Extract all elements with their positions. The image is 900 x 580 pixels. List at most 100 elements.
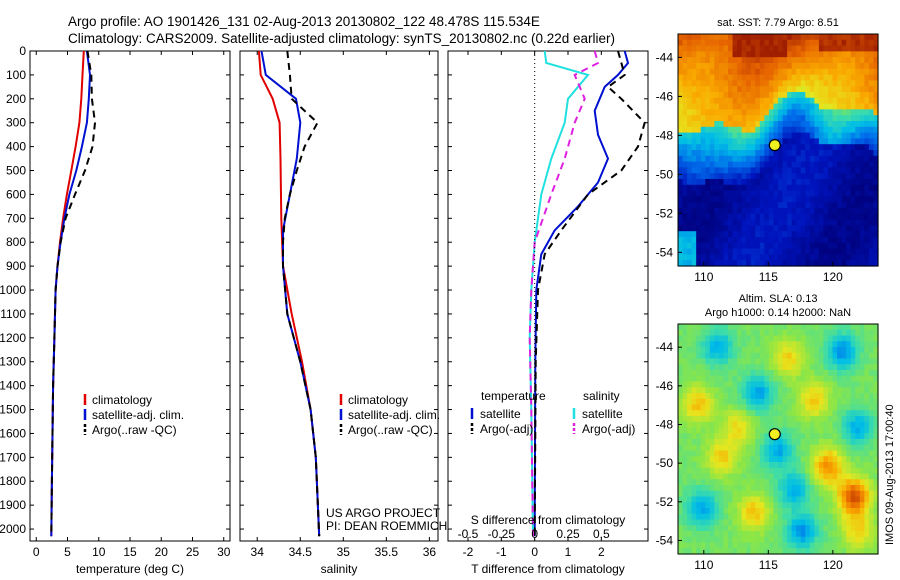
map-cell: [841, 242, 847, 250]
map-cell: [850, 68, 856, 76]
map-cell: [746, 324, 752, 331]
map-cell: [787, 467, 793, 475]
map-cell: [837, 513, 843, 521]
map-cell: [791, 97, 797, 105]
map-cell: [873, 352, 879, 360]
map-cell: [709, 86, 715, 93]
map-cell: [718, 248, 725, 255]
map-cell: [823, 115, 829, 122]
map-cell: [764, 473, 770, 480]
map-cell: [787, 508, 793, 515]
map-cell: [691, 161, 697, 168]
map-cell: [741, 155, 747, 163]
map-cell: [800, 329, 806, 337]
map-cell: [823, 68, 829, 76]
map-cell: [741, 508, 747, 515]
map-cell: [791, 370, 797, 377]
map-cell: [696, 347, 702, 354]
map-cell: [805, 444, 811, 452]
map-cell: [750, 219, 756, 226]
map-cell: [709, 531, 715, 538]
map-cell: [714, 225, 720, 232]
map-cell: [750, 364, 756, 371]
map-cell: [818, 421, 825, 429]
map-cell: [705, 231, 711, 238]
map-cell: [805, 184, 811, 192]
map-cell: [723, 456, 729, 463]
map-cell: [746, 473, 752, 480]
map-cell: [728, 387, 734, 394]
map-cell: [841, 173, 847, 180]
x-tick-label: 35: [337, 545, 351, 559]
map-cell: [841, 410, 847, 417]
map-cell: [728, 39, 734, 47]
map-cell: [737, 115, 743, 122]
map-cell: [805, 329, 811, 337]
map-cell: [728, 167, 734, 174]
map-cell: [700, 525, 706, 532]
map-cell: [768, 45, 775, 52]
map-cell: [787, 208, 793, 215]
map-cell: [764, 519, 770, 526]
map-cell: [696, 138, 702, 145]
map-cell: [805, 324, 811, 331]
map-cell: [814, 398, 820, 406]
map-cell: [787, 370, 793, 377]
map-cell: [818, 237, 825, 244]
map-cell: [759, 34, 765, 41]
map-cell: [723, 190, 729, 197]
map-cell: [846, 490, 852, 498]
map-cell: [837, 260, 843, 267]
map-cell: [682, 80, 688, 87]
map-cell: [864, 179, 870, 186]
map-cell: [782, 34, 788, 41]
map-cell: [746, 161, 752, 168]
map-cell: [755, 231, 761, 238]
map-cell: [859, 161, 865, 168]
map-cell: [687, 427, 693, 434]
map-cell: [809, 329, 815, 337]
map-cell: [846, 115, 852, 122]
map-cell: [700, 115, 706, 122]
map-cell: [750, 370, 756, 377]
map-cell: [773, 68, 779, 76]
series-line: [257, 50, 321, 537]
map-cell: [859, 542, 865, 549]
map-cell: [809, 97, 815, 105]
map-cell: [864, 68, 870, 76]
map-cell: [787, 184, 793, 192]
y-tick-label: -44: [656, 50, 674, 64]
map-cell: [837, 150, 843, 157]
map-cell: [828, 519, 834, 526]
map-cell: [705, 208, 711, 215]
map-cell: [782, 473, 788, 480]
map-cell: [755, 179, 761, 186]
map-cell: [778, 57, 784, 64]
map-cell: [828, 329, 834, 337]
map-cell: [859, 51, 865, 58]
map-cell: [768, 39, 775, 47]
map-cell: [796, 427, 802, 434]
map-cell: [705, 473, 711, 480]
map-cell: [828, 248, 834, 255]
map-cell: [705, 254, 711, 261]
map-cell: [814, 473, 820, 480]
map-cell: [696, 45, 702, 52]
x-tick-label: 0: [33, 545, 40, 559]
map-cell: [805, 167, 811, 174]
map-cell: [696, 410, 702, 417]
map-cell: [773, 57, 779, 64]
map-cell: [796, 190, 802, 197]
map-cell: [809, 381, 815, 388]
map-cell: [805, 479, 811, 486]
map-cell: [850, 329, 856, 337]
map-cell: [700, 132, 706, 139]
map-cell: [818, 502, 825, 509]
map-cell: [700, 473, 706, 480]
map-cell: [832, 473, 838, 480]
map-cell: [705, 132, 711, 139]
map-cell: [868, 213, 875, 221]
map-cell: [778, 352, 784, 360]
map-cell: [787, 381, 793, 388]
map-cell: [682, 68, 688, 76]
